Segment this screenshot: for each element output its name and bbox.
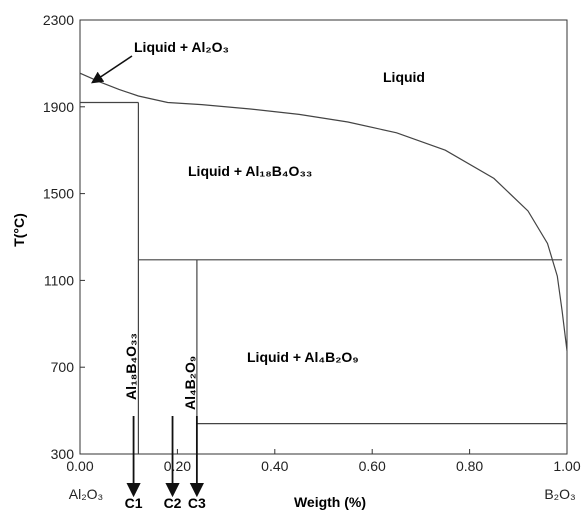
x-tick-label: 0.80 xyxy=(456,458,483,474)
x-tick-label: 0.00 xyxy=(66,458,93,474)
x-tick-label: 0.40 xyxy=(261,458,288,474)
x-tick-label: 0.20 xyxy=(164,458,191,474)
series-layer xyxy=(79,72,568,454)
y-tick-label: 1900 xyxy=(43,99,74,115)
y-tick-label: 1100 xyxy=(44,272,74,288)
y-tick-label: 1500 xyxy=(43,186,74,202)
compound-label-al4b2o9: Al₄B₂O₉ xyxy=(182,356,198,410)
region-label-liquid-al4b2o9: Liquid + Al₄B₂O₉ xyxy=(247,349,359,365)
labels-layer: T(°C) Weigth (%) Al₂O₃ B₂O₃ Liquid + Al₂… xyxy=(11,39,576,510)
axis-ticks: 0.00 0.20 0.40 0.60 0.80 1.00 300 700 1100 1500 19… xyxy=(43,12,581,474)
marker-label-c2: C2 xyxy=(164,495,182,511)
marker-label-c1: C1 xyxy=(125,495,143,511)
region-label-liquid: Liquid xyxy=(383,69,425,85)
marker-label-c3: C3 xyxy=(188,495,206,511)
liquid-al2o3-pointer-arrow xyxy=(91,55,133,84)
compound-label-al18b4o33: Al₁₈B₄O₃₃ xyxy=(123,333,139,400)
x-left-end-label: Al₂O₃ xyxy=(69,486,103,502)
liquidus-line-0 xyxy=(79,72,568,351)
composition-markers: C1 C2 C3 xyxy=(125,416,206,511)
y-tick-label: 300 xyxy=(51,446,75,462)
x-tick-label: 1.00 xyxy=(553,458,580,474)
region-label-liquid-al2o3: Liquid + Al₂O₃ xyxy=(134,39,229,55)
y-tick-label: 2300 xyxy=(43,12,74,28)
region-label-liquid-al18b4o33: Liquid + Al₁₈B₄O₃₃ xyxy=(188,163,312,179)
y-tick-label: 700 xyxy=(51,359,75,375)
x-axis-title: Weigth (%) xyxy=(294,494,366,510)
x-tick-label: 0.60 xyxy=(359,458,386,474)
plot-frame xyxy=(79,19,568,455)
x-right-end-label: B₂O₃ xyxy=(544,486,575,502)
y-axis-title: T(°C) xyxy=(11,213,27,247)
